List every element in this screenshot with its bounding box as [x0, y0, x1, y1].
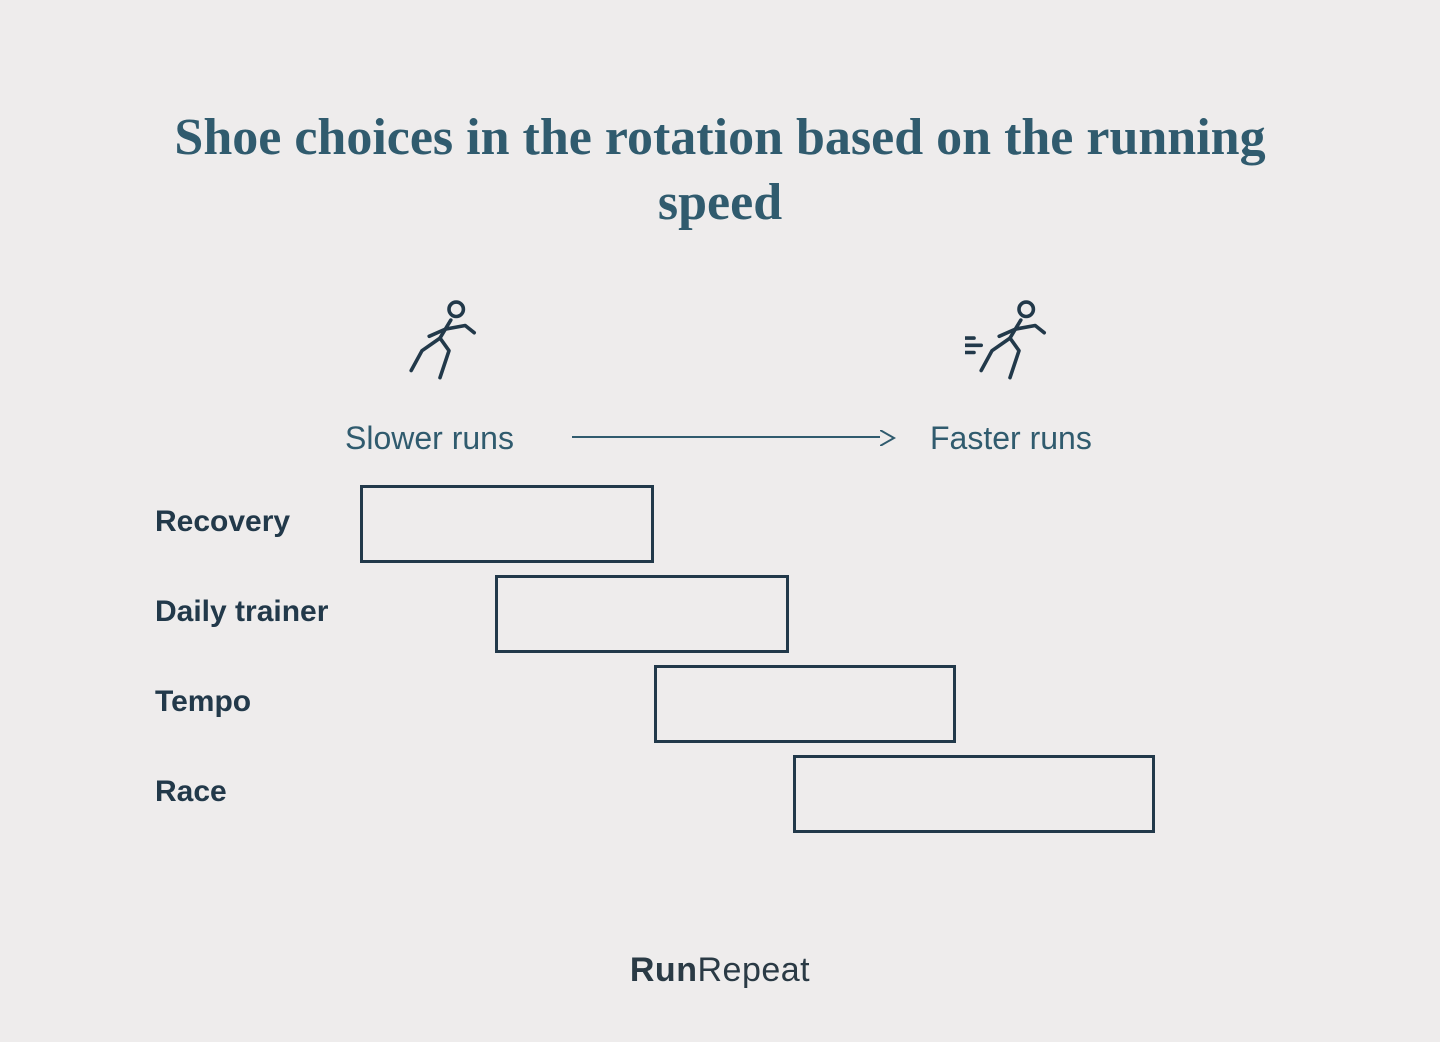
axis-label-slower: Slower runs [345, 420, 514, 457]
axis-arrow-line [572, 436, 880, 438]
row-label: Daily trainer [155, 595, 485, 629]
axis-label-faster: Faster runs [930, 420, 1092, 457]
speed-range-bar [654, 665, 956, 743]
runner-slow-icon [395, 298, 485, 398]
speed-range-bar [793, 755, 1155, 833]
row-label: Tempo [155, 685, 485, 719]
footer-logo-regular: Repeat [697, 951, 810, 989]
axis-arrow-head [880, 430, 898, 451]
footer-logo-bold: Run [630, 951, 698, 989]
speed-range-bar [495, 575, 789, 653]
footer-logo: RunRepeat [630, 951, 810, 990]
row-label: Race [155, 775, 485, 809]
speed-range-bar [360, 485, 654, 563]
runner-fast-icon [965, 298, 1055, 398]
chart-title: Shoe choices in the rotation based on th… [170, 105, 1270, 235]
